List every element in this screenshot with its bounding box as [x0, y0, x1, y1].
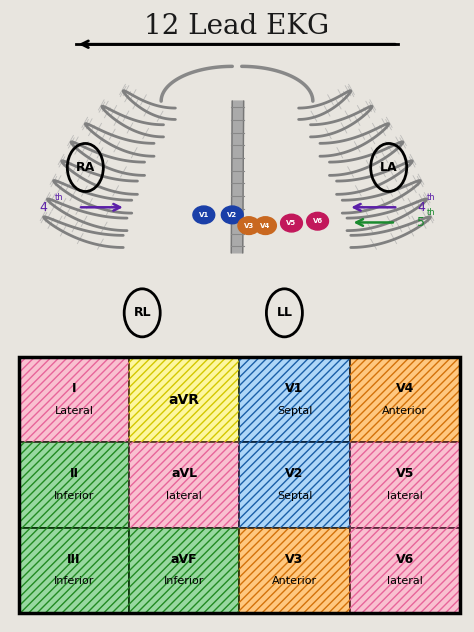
Bar — [19, 442, 129, 528]
Text: V6: V6 — [395, 553, 414, 566]
Text: V3: V3 — [285, 553, 304, 566]
Text: RL: RL — [133, 307, 151, 319]
Text: V5: V5 — [286, 220, 297, 226]
Polygon shape — [231, 101, 244, 253]
Text: II: II — [70, 468, 79, 480]
Bar — [239, 442, 350, 528]
Bar — [129, 442, 239, 528]
Bar — [129, 528, 239, 613]
Bar — [350, 442, 460, 528]
Text: aVF: aVF — [171, 553, 198, 566]
Text: Anterior: Anterior — [272, 576, 317, 586]
Bar — [350, 442, 460, 528]
Bar — [350, 528, 460, 613]
Ellipse shape — [238, 217, 260, 234]
Bar — [19, 357, 129, 442]
Text: 12 Lead EKG: 12 Lead EKG — [145, 13, 329, 40]
Text: th: th — [427, 209, 435, 217]
Text: III: III — [67, 553, 81, 566]
Text: aVL: aVL — [171, 468, 197, 480]
Bar — [350, 357, 460, 442]
Text: V3: V3 — [244, 222, 254, 229]
Text: lateral: lateral — [387, 576, 423, 586]
Bar — [239, 357, 350, 442]
Text: Inferior: Inferior — [54, 576, 94, 586]
Text: Septal: Septal — [277, 406, 312, 416]
Text: Inferior: Inferior — [164, 576, 204, 586]
Text: V6: V6 — [312, 218, 323, 224]
Bar — [19, 357, 460, 613]
Bar — [19, 528, 129, 613]
Bar — [129, 357, 239, 442]
Bar — [239, 442, 350, 528]
Text: V5: V5 — [395, 468, 414, 480]
Text: Lateral: Lateral — [55, 406, 93, 416]
Text: V4: V4 — [395, 382, 414, 395]
Bar — [350, 528, 460, 613]
Ellipse shape — [221, 206, 243, 224]
Ellipse shape — [307, 212, 328, 230]
Bar — [129, 357, 239, 442]
Text: 4: 4 — [417, 201, 425, 214]
Bar — [129, 528, 239, 613]
Bar — [239, 528, 350, 613]
Bar — [19, 357, 129, 442]
Text: 5: 5 — [417, 216, 425, 229]
Text: V1: V1 — [285, 382, 304, 395]
Text: LA: LA — [380, 161, 398, 174]
Bar — [239, 357, 350, 442]
Text: LL: LL — [276, 307, 292, 319]
Text: V1: V1 — [199, 212, 209, 218]
Bar — [350, 357, 460, 442]
Bar — [129, 442, 239, 528]
Text: Anterior: Anterior — [382, 406, 427, 416]
Bar — [19, 442, 129, 528]
Text: aVR: aVR — [169, 392, 200, 407]
Text: RA: RA — [76, 161, 95, 174]
Text: Septal: Septal — [277, 491, 312, 501]
Text: 4: 4 — [39, 201, 47, 214]
Text: Inferior: Inferior — [54, 491, 94, 501]
Text: lateral: lateral — [387, 491, 423, 501]
Text: th: th — [55, 193, 63, 202]
Text: lateral: lateral — [166, 491, 202, 501]
Bar — [239, 528, 350, 613]
Text: V2: V2 — [285, 468, 304, 480]
Text: I: I — [72, 382, 76, 395]
Ellipse shape — [255, 217, 276, 234]
Text: th: th — [427, 193, 435, 202]
Text: V2: V2 — [227, 212, 237, 218]
Ellipse shape — [281, 214, 302, 232]
Bar — [19, 528, 129, 613]
Text: V4: V4 — [260, 222, 271, 229]
Ellipse shape — [193, 206, 215, 224]
